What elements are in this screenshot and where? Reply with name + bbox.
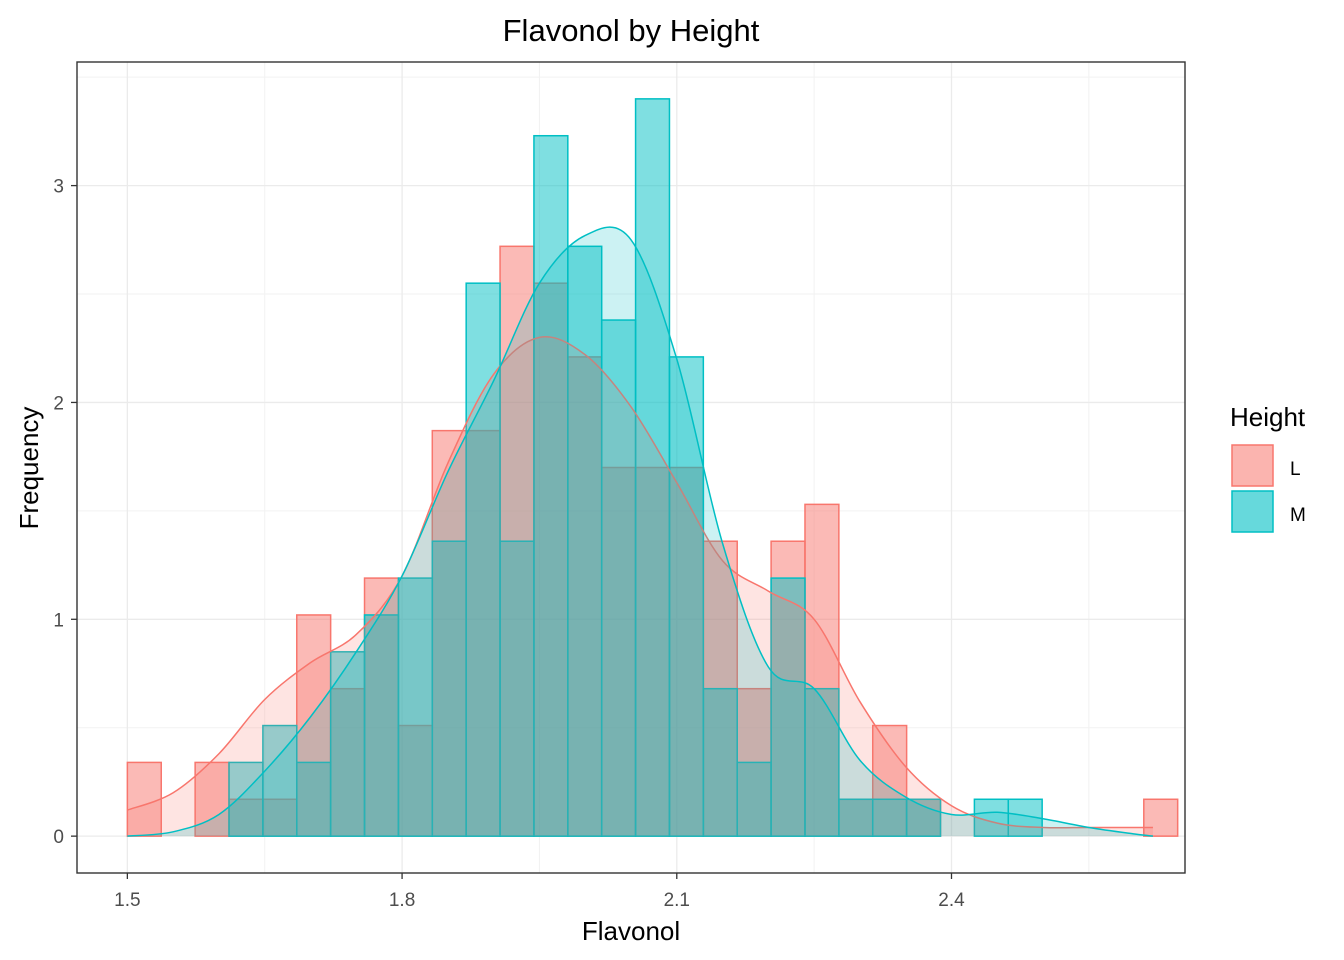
y-axis-title: Frequency — [14, 407, 44, 530]
y-tick-label: 0 — [53, 827, 64, 848]
histogram-bar-m — [363, 614, 400, 837]
legend-label-m: M — [1290, 505, 1306, 526]
legend-key-l — [1231, 444, 1274, 487]
x-axis-title: Flavonol — [582, 916, 680, 946]
plot-border — [76, 61, 1186, 874]
legend-label-l: L — [1290, 459, 1301, 480]
histogram-bar-m — [262, 724, 298, 837]
density-series-m — [127, 226, 1154, 837]
x-tick-label: 1.5 — [114, 890, 140, 911]
histogram-bar-l — [126, 761, 162, 837]
x-tick-label: 1.8 — [389, 890, 415, 911]
density-series-l — [127, 335, 1153, 837]
y-tick-label: 3 — [53, 177, 64, 198]
histogram-bar-m — [499, 540, 535, 837]
y-axis-ticks: 0 1 2 3 — [53, 177, 77, 848]
histogram-bar-m — [465, 282, 501, 837]
density-line-m — [127, 226, 1154, 837]
density-area-l — [127, 336, 1153, 837]
histogram-bar-m — [567, 245, 603, 837]
histogram-bar-m — [296, 761, 332, 837]
legend: Height L M — [1230, 402, 1306, 533]
density-line-l — [127, 335, 1153, 829]
y-tick-label: 1 — [53, 610, 64, 631]
histogram-bar-m — [634, 98, 671, 837]
histogram-bar-m — [397, 577, 434, 837]
histogram-bar-l — [1143, 798, 1179, 837]
chart-title: Flavonol by Height — [503, 13, 760, 48]
x-axis-ticks: 1.5 1.8 2.1 2.4 — [114, 873, 965, 911]
histogram-bar-m — [871, 798, 908, 837]
histogram-series-m — [228, 98, 1043, 837]
histogram-bar-m — [228, 761, 264, 837]
histogram-bar-m — [668, 356, 705, 837]
y-tick-label: 2 — [53, 393, 64, 414]
legend-key-m — [1231, 490, 1274, 533]
x-tick-label: 2.1 — [664, 890, 690, 911]
density-area-m — [127, 227, 1153, 837]
x-tick-label: 2.4 — [938, 890, 965, 911]
legend-title: Height — [1230, 402, 1306, 432]
histogram-bar-m — [736, 761, 772, 837]
histogram-bar-m — [804, 687, 840, 837]
histogram-bar-m — [702, 687, 738, 837]
